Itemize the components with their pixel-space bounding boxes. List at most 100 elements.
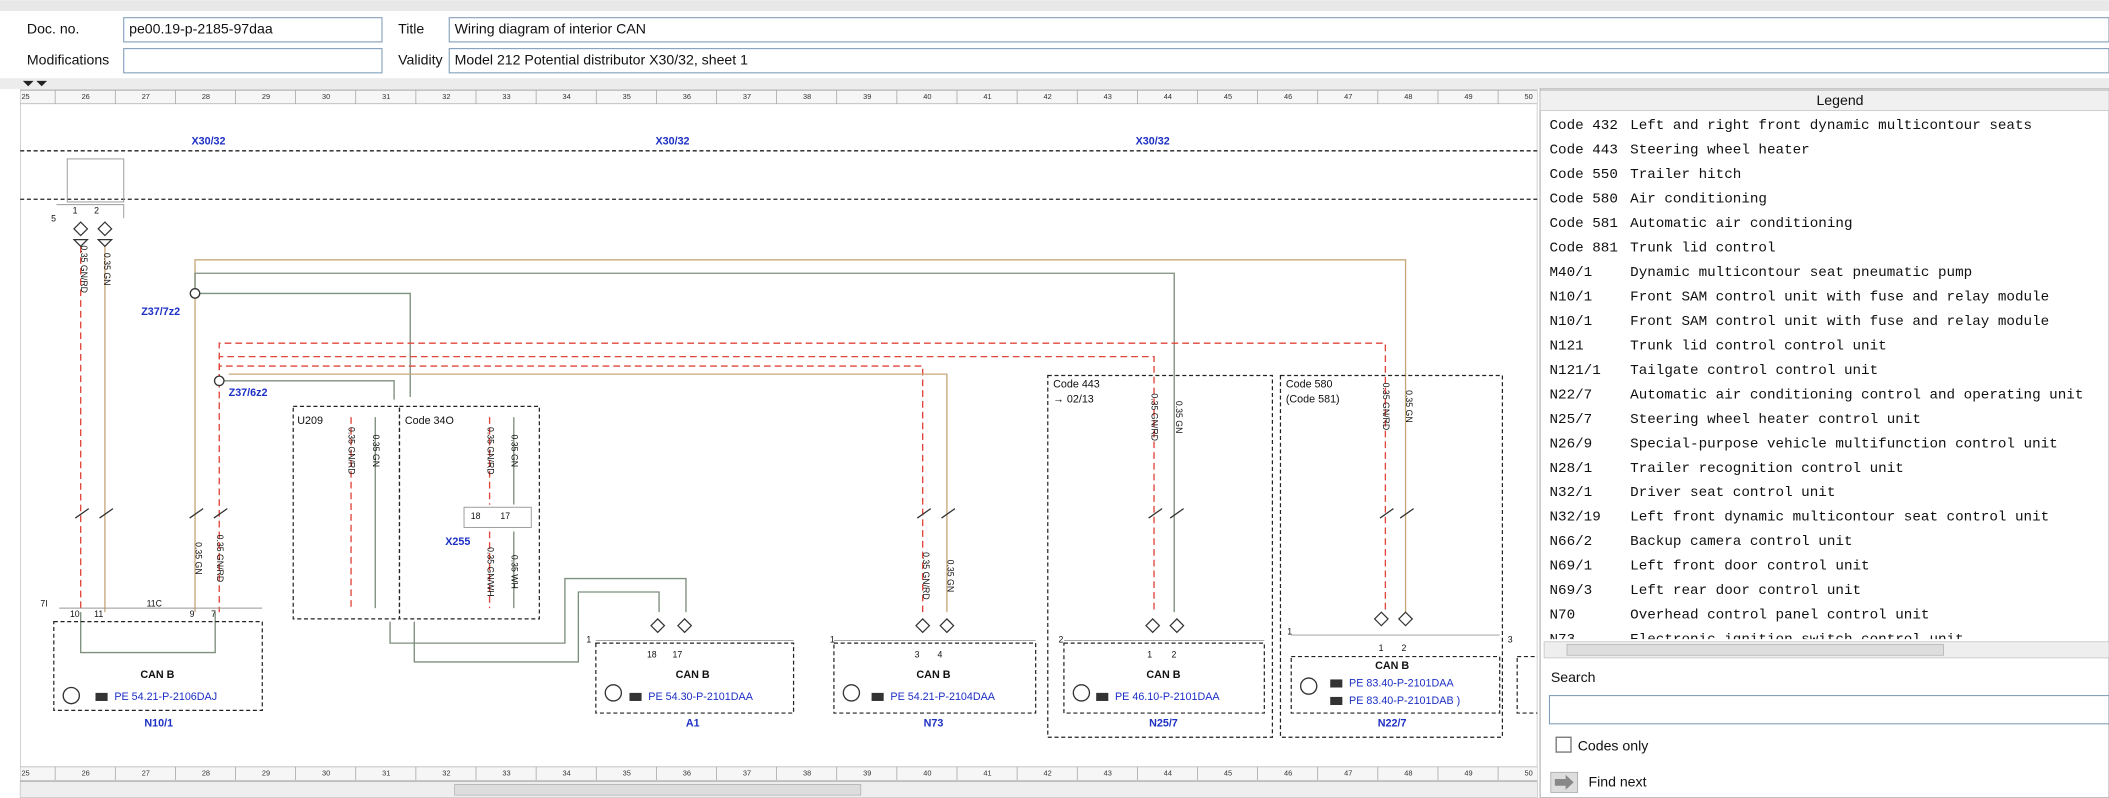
wire-label: 0.35 GN: [1174, 401, 1184, 434]
ruler-label: 48: [1404, 769, 1412, 778]
document-link[interactable]: PE 83.40-P-2101DAA: [1349, 677, 1454, 689]
pin-label: 18: [471, 511, 481, 521]
group-label: Code 443: [1053, 379, 1100, 391]
legend-code: M40/1: [1549, 265, 1592, 281]
legend-code: N26/9: [1549, 436, 1592, 452]
wire-label: 0.35 GN/RD: [485, 427, 495, 475]
legend-code: Code 581: [1549, 216, 1617, 232]
ruler-label: 38: [803, 769, 811, 778]
codes-only-checkbox[interactable]: [1556, 737, 1571, 752]
ruler-label: 50: [1525, 92, 1533, 101]
legend-title: Legend: [1816, 92, 1863, 108]
ruler-label: 36: [683, 92, 691, 101]
wire-label: 0.35 GN/RD: [215, 535, 225, 583]
ruler-label: 28: [202, 769, 210, 778]
wire-label: 0.35 GN/RD: [79, 245, 89, 293]
ruler-label: 42: [1044, 92, 1052, 101]
document-link[interactable]: PE 54.30-P-2101DAA: [648, 691, 753, 703]
ruler-top: [20, 90, 1537, 103]
legend-code: N121/1: [1549, 363, 1600, 379]
bus-label: CAN B: [140, 669, 174, 681]
ruler-label: 36: [683, 769, 691, 778]
legend-code: N28/1: [1549, 461, 1592, 477]
validity: Model 212 Potential distributor X30/32, …: [455, 51, 749, 67]
modifications-field[interactable]: [124, 49, 382, 73]
wire-label: 0.35 GN: [102, 253, 112, 286]
node: [215, 376, 224, 385]
legend-text: Backup camera control unit: [1630, 534, 1852, 550]
legend-code: Code 881: [1549, 240, 1617, 256]
ruler-label: 41: [983, 92, 991, 101]
ruler-label: 35: [623, 769, 631, 778]
node-label: Z37/7z2: [141, 306, 180, 318]
title-label: Title: [398, 21, 424, 37]
pin-label: 17: [500, 511, 510, 521]
diagram: 2525262627272828292930303131323233333434…: [20, 89, 1558, 782]
group-label: Code 580: [1286, 379, 1333, 391]
ruler-label: 40: [923, 92, 931, 101]
wire-label: 0.35 GN: [945, 560, 955, 593]
ruler-label: 44: [1164, 92, 1172, 101]
wire-label: 0.35 GN/WH: [485, 547, 495, 597]
pin-label: 1: [1379, 643, 1384, 653]
ruler-label: 26: [82, 92, 90, 101]
document-link[interactable]: PE 83.40-P-2101DAB ): [1349, 695, 1460, 707]
pin-label: 17: [673, 650, 683, 660]
wire-label: 0.35 GN: [371, 435, 381, 468]
pin-label: 7: [211, 609, 216, 619]
connector-label: X30/32: [191, 135, 225, 147]
node-label: Z37/6z2: [229, 387, 268, 399]
ruler-label: 38: [803, 92, 811, 101]
document-link[interactable]: PE 46.10-P-2101DAA: [1115, 691, 1220, 703]
ruler-label: 45: [1224, 92, 1232, 101]
pin-label: 2: [1172, 650, 1177, 660]
legend-code: N32/19: [1549, 510, 1600, 526]
search-label: Search: [1551, 669, 1596, 685]
legend-text: Automatic air conditioning: [1630, 216, 1852, 232]
legend-text: Special-purpose vehicle multifunction co…: [1630, 436, 2058, 452]
ruler-label: 31: [382, 92, 390, 101]
document-link[interactable]: PE 54.21-P-2104DAA: [890, 691, 995, 703]
pin-label: 7I: [40, 598, 47, 608]
title-field[interactable]: [449, 18, 2109, 42]
legend-text: Automatic air conditioning control and o…: [1630, 387, 2083, 403]
link-icon: [95, 693, 107, 701]
pin-label: 1: [1147, 650, 1152, 660]
link-icon: [1330, 679, 1342, 687]
search-field[interactable]: [1549, 696, 2109, 724]
legend-code: N10/1: [1549, 289, 1592, 305]
legend-text: Air conditioning: [1630, 191, 1767, 207]
connector-label: X30/32: [1136, 135, 1170, 147]
wire-label: 0.35 GN/RD: [921, 552, 931, 600]
ruler-label: 32: [442, 769, 450, 778]
pin-label: 4: [937, 650, 942, 660]
ruler-label: 47: [1344, 769, 1352, 778]
scroll-thumb[interactable]: [455, 784, 861, 795]
legend-code: N32/1: [1549, 485, 1592, 501]
wire-label: 0.35 GN/RD: [1381, 383, 1391, 431]
legend-scroll-thumb[interactable]: [1567, 644, 1944, 655]
validity-label: Validity: [398, 51, 443, 67]
group-label: (Code 581): [1286, 394, 1340, 406]
legend-code: N10/1: [1549, 314, 1592, 330]
document-link[interactable]: PE 54.21-P-2106DAJ: [114, 691, 217, 703]
ruler-label: 30: [322, 92, 330, 101]
ruler-label: 27: [142, 92, 150, 101]
ruler-label: 33: [502, 92, 510, 101]
wire-label: 0.35 GN: [1404, 390, 1414, 423]
ruler-label: 35: [623, 92, 631, 101]
pin-label: 9: [190, 609, 195, 619]
ruler-label: 34: [563, 92, 571, 101]
legend-text: Front SAM control unit with fuse and rel…: [1630, 314, 2049, 330]
ruler-label: 46: [1284, 92, 1292, 101]
pin-label: 2: [1059, 635, 1064, 645]
wire-label: 0.35 GN: [509, 435, 519, 468]
legend-text: Trunk lid control: [1630, 240, 1775, 256]
wire-label: 0.35 GN/RD: [1150, 393, 1160, 441]
ruler-label: 44: [1164, 769, 1172, 778]
link-icon: [629, 693, 641, 701]
group-label: Code 34O: [405, 415, 454, 427]
find-next-label[interactable]: Find next: [1588, 774, 1646, 790]
ruler-label: 37: [743, 769, 751, 778]
ruler-label: 49: [1464, 769, 1472, 778]
